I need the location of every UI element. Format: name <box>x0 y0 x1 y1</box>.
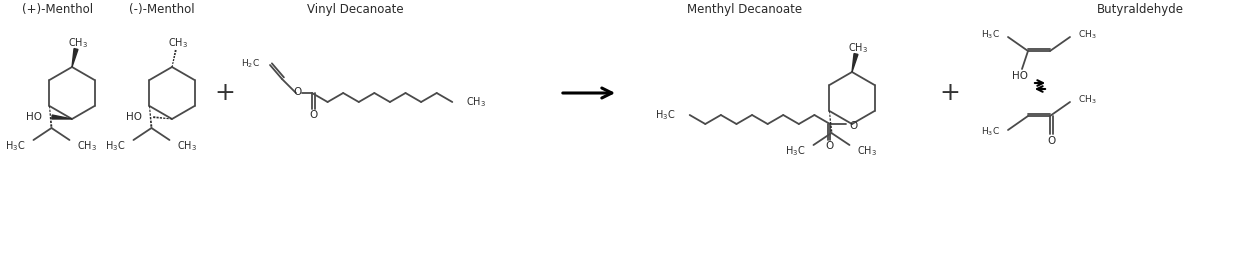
Text: H$_3$C: H$_3$C <box>5 139 25 153</box>
Text: HO: HO <box>26 112 43 122</box>
Text: H$_3$C: H$_3$C <box>786 144 806 158</box>
Text: CH$_3$: CH$_3$ <box>178 139 198 153</box>
Text: +: + <box>215 81 235 105</box>
Text: H$_3$C: H$_3$C <box>981 126 1000 138</box>
Text: CH$_3$: CH$_3$ <box>1078 29 1097 41</box>
Text: CH$_3$: CH$_3$ <box>78 139 98 153</box>
Text: (+)-Menthol: (+)-Menthol <box>23 3 94 15</box>
Text: O: O <box>293 87 301 97</box>
Text: CH$_3$: CH$_3$ <box>168 36 188 50</box>
Text: CH$_3$: CH$_3$ <box>857 144 877 158</box>
Text: CH$_3$: CH$_3$ <box>467 95 487 109</box>
Text: CH$_3$: CH$_3$ <box>68 36 88 50</box>
Text: HO: HO <box>1012 71 1028 81</box>
Text: Butyraldehyde: Butyraldehyde <box>1096 3 1183 15</box>
Text: CH$_3$: CH$_3$ <box>848 41 868 55</box>
Polygon shape <box>852 54 858 72</box>
Text: H$_2$C: H$_2$C <box>241 58 260 70</box>
Text: Menthyl Decanoate: Menthyl Decanoate <box>688 3 803 15</box>
Text: O: O <box>1047 136 1055 146</box>
Text: H$_3$C: H$_3$C <box>105 139 125 153</box>
Text: O: O <box>824 141 833 151</box>
Text: +: + <box>940 81 961 105</box>
Text: H$_3$C: H$_3$C <box>656 108 676 122</box>
Polygon shape <box>51 115 73 119</box>
Text: H$_3$C: H$_3$C <box>981 29 1000 41</box>
Text: CH$_3$: CH$_3$ <box>1078 94 1097 106</box>
Text: O: O <box>849 121 857 131</box>
Text: O: O <box>309 110 317 120</box>
Text: (-)-Menthol: (-)-Menthol <box>129 3 195 15</box>
Polygon shape <box>73 49 78 67</box>
Text: HO: HO <box>126 112 143 122</box>
Text: Vinyl Decanoate: Vinyl Decanoate <box>306 3 403 15</box>
